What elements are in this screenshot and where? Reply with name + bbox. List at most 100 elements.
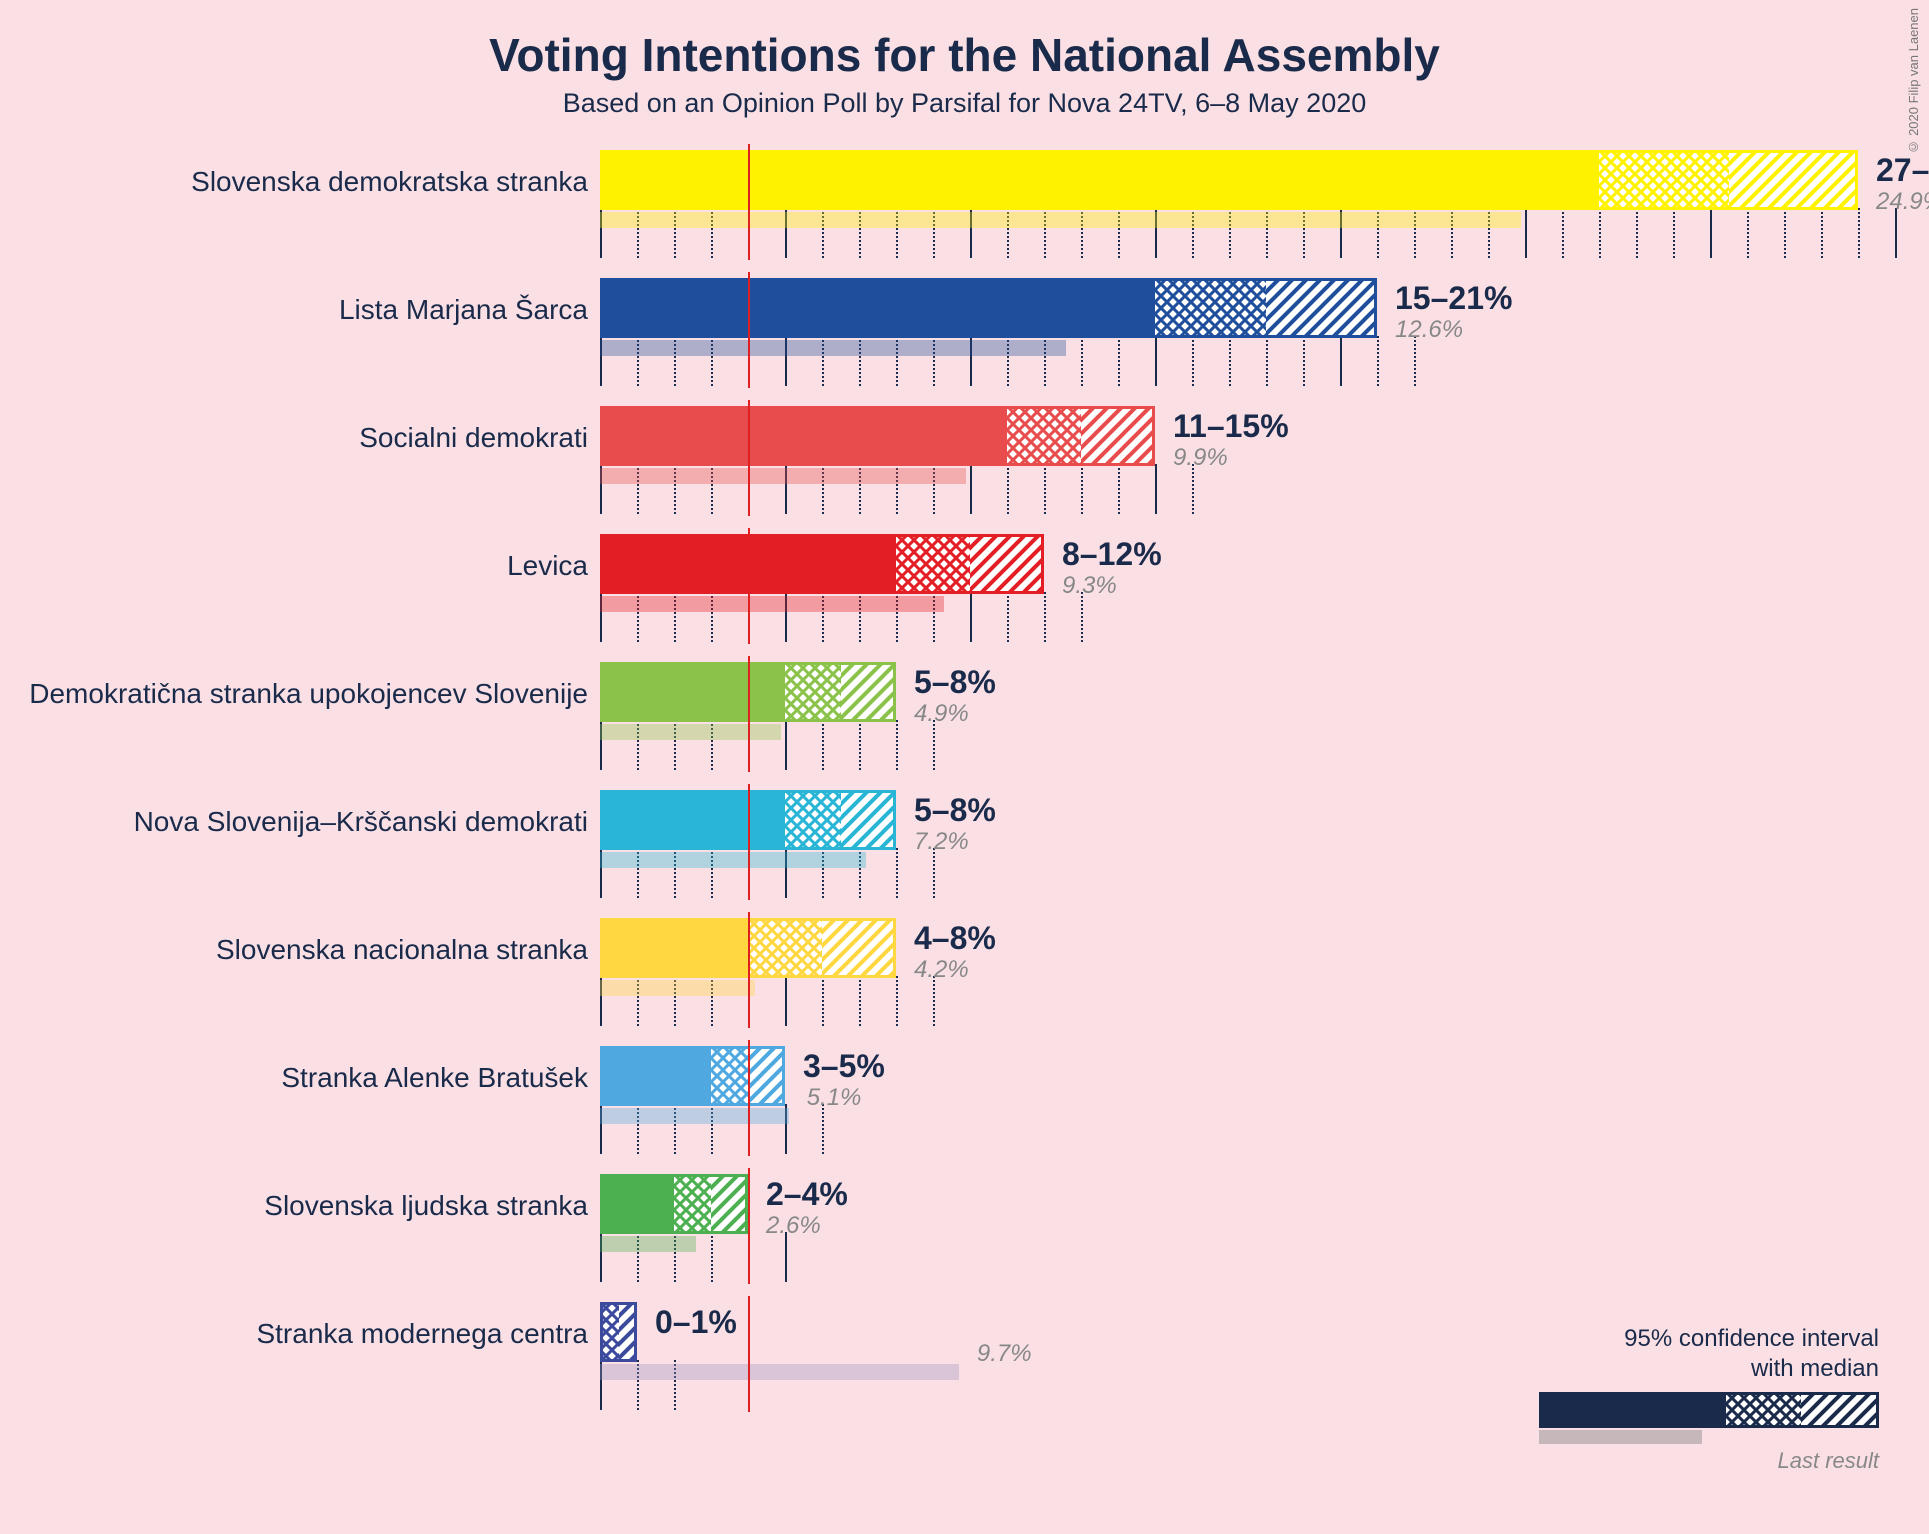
last-result-bar — [600, 852, 866, 868]
gridline-minor — [1081, 464, 1083, 514]
threshold-line — [748, 1168, 750, 1284]
gridline-major — [1710, 208, 1712, 258]
last-result-label: 9.7% — [977, 1340, 1032, 1368]
bar-outline — [600, 1174, 748, 1234]
threshold-line — [748, 400, 750, 516]
party-label: Slovenska ljudska stranka — [0, 1190, 588, 1222]
last-result-label: 12.6% — [1395, 316, 1463, 344]
gridline-major — [1155, 464, 1157, 514]
party-row: Nova Slovenija–Krščanski demokrati 5–8%7.… — [0, 780, 1929, 900]
bar-area: 2–4%2.6% — [600, 1164, 1800, 1284]
range-label: 3–5% — [803, 1048, 885, 1085]
bar-area: 5–8%7.2% — [600, 780, 1800, 900]
party-row: Slovenska ljudska stranka 2–4%2.6% — [0, 1164, 1929, 1284]
gridline-minor — [1007, 464, 1009, 514]
last-result-bar — [600, 1364, 959, 1380]
party-label: Slovenska demokratska stranka — [0, 166, 588, 198]
gridline-minor — [1673, 208, 1675, 258]
party-label: Stranka Alenke Bratušek — [0, 1062, 588, 1094]
chart-title: Voting Intentions for the National Assem… — [0, 0, 1929, 82]
last-result-bar — [600, 468, 966, 484]
range-label: 2–4% — [766, 1176, 848, 1213]
gridline-minor — [1007, 592, 1009, 642]
legend-bar-outline — [1539, 1392, 1879, 1428]
gridline-minor — [1192, 336, 1194, 386]
bar-area: 27–34%24.9% — [600, 140, 1800, 260]
last-result-label: 5.1% — [807, 1084, 862, 1112]
bar-area: 15–21%12.6% — [600, 268, 1800, 388]
threshold-line — [748, 912, 750, 1028]
party-label: Demokratična stranka upokojencev Sloveni… — [0, 678, 588, 710]
threshold-line — [748, 656, 750, 772]
party-row: Slovenska nacionalna stranka4–8%4.2% — [0, 908, 1929, 1028]
bar-area: 4–8%4.2% — [600, 908, 1800, 1028]
range-label: 11–15% — [1173, 408, 1289, 445]
gridline-minor — [1784, 208, 1786, 258]
bar-area: 8–12%9.3% — [600, 524, 1800, 644]
last-result-bar — [600, 340, 1066, 356]
party-label: Stranka modernega centra — [0, 1318, 588, 1350]
last-result-bar — [600, 596, 944, 612]
gridline-minor — [1044, 592, 1046, 642]
gridline-minor — [1303, 336, 1305, 386]
gridline-minor — [1118, 336, 1120, 386]
legend-last-result: Last result — [1479, 1448, 1879, 1474]
party-label: Lista Marjana Šarca — [0, 294, 588, 326]
gridline-minor — [859, 976, 861, 1026]
party-row: Stranka Alenke Bratušek 3–5%5.1% — [0, 1036, 1929, 1156]
last-result-label: 7.2% — [914, 828, 969, 856]
gridline-major — [785, 720, 787, 770]
last-result-bar — [600, 724, 781, 740]
gridline-major — [1155, 336, 1157, 386]
gridline-minor — [1821, 208, 1823, 258]
gridline-minor — [711, 1232, 713, 1282]
last-result-label: 4.2% — [914, 956, 969, 984]
gridline-minor — [1562, 208, 1564, 258]
last-result-bar — [600, 212, 1521, 228]
last-result-label: 4.9% — [914, 700, 969, 728]
gridline-minor — [822, 976, 824, 1026]
bar-outline — [600, 150, 1858, 210]
legend: 95% confidence intervalwith median Last … — [1479, 1324, 1879, 1474]
copyright-text: © 2020 Filip van Laenen — [1906, 8, 1921, 155]
gridline-minor — [1599, 208, 1601, 258]
legend-last-bar — [1539, 1430, 1702, 1444]
gridline-minor — [1266, 336, 1268, 386]
gridline-minor — [1229, 336, 1231, 386]
last-result-label: 2.6% — [766, 1212, 821, 1240]
range-label: 8–12% — [1062, 536, 1162, 573]
gridline-minor — [1118, 464, 1120, 514]
party-row: Slovenska demokratska stranka 27–34%24.9% — [0, 140, 1929, 260]
gridline-minor — [1081, 336, 1083, 386]
threshold-line — [748, 784, 750, 900]
party-label: Levica — [0, 550, 588, 582]
range-label: 5–8% — [914, 664, 996, 701]
gridline-major — [1340, 336, 1342, 386]
party-row: Demokratična stranka upokojencev Sloveni… — [0, 652, 1929, 772]
bar-outline — [600, 534, 1044, 594]
gridline-major — [970, 464, 972, 514]
range-label: 15–21% — [1395, 280, 1512, 317]
party-row: Levica 8–12%9.3% — [0, 524, 1929, 644]
party-label: Nova Slovenija–Krščanski demokrati — [0, 806, 588, 838]
gridline-minor — [859, 720, 861, 770]
last-result-bar — [600, 1236, 696, 1252]
threshold-line — [748, 144, 750, 260]
bar-area: 5–8%4.9% — [600, 652, 1800, 772]
gridline-minor — [1858, 208, 1860, 258]
last-result-bar — [600, 980, 755, 996]
gridline-major — [1525, 208, 1527, 258]
last-result-label: 24.9% — [1876, 188, 1929, 216]
gridline-minor — [1747, 208, 1749, 258]
bar-area: 3–5%5.1% — [600, 1036, 1800, 1156]
range-label: 5–8% — [914, 792, 996, 829]
party-label: Socialni demokrati — [0, 422, 588, 454]
gridline-minor — [896, 720, 898, 770]
party-row: Lista Marjana Šarca 15–21%12.6% — [0, 268, 1929, 388]
legend-bar — [1539, 1392, 1879, 1446]
party-row: Socialni demokrati11–15%9.9% — [0, 396, 1929, 516]
chart-area: Slovenska demokratska stranka 27–34%24.9%… — [0, 140, 1929, 1480]
threshold-line — [748, 272, 750, 388]
gridline-minor — [896, 848, 898, 898]
range-label: 0–1% — [655, 1304, 737, 1341]
